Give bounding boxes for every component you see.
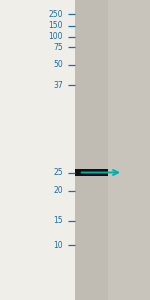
Text: 250: 250 [48, 10, 63, 19]
Text: 10: 10 [53, 241, 63, 250]
Text: 25: 25 [53, 168, 63, 177]
Text: 75: 75 [53, 43, 63, 52]
Text: 50: 50 [53, 60, 63, 69]
Text: 20: 20 [53, 186, 63, 195]
Text: 100: 100 [48, 32, 63, 41]
Bar [75, 0, 150, 300]
Bar [75, 169, 108, 176]
Text: 150: 150 [48, 21, 63, 30]
Text: 37: 37 [53, 81, 63, 90]
Text: 15: 15 [53, 216, 63, 225]
Bar [75, 0, 108, 300]
